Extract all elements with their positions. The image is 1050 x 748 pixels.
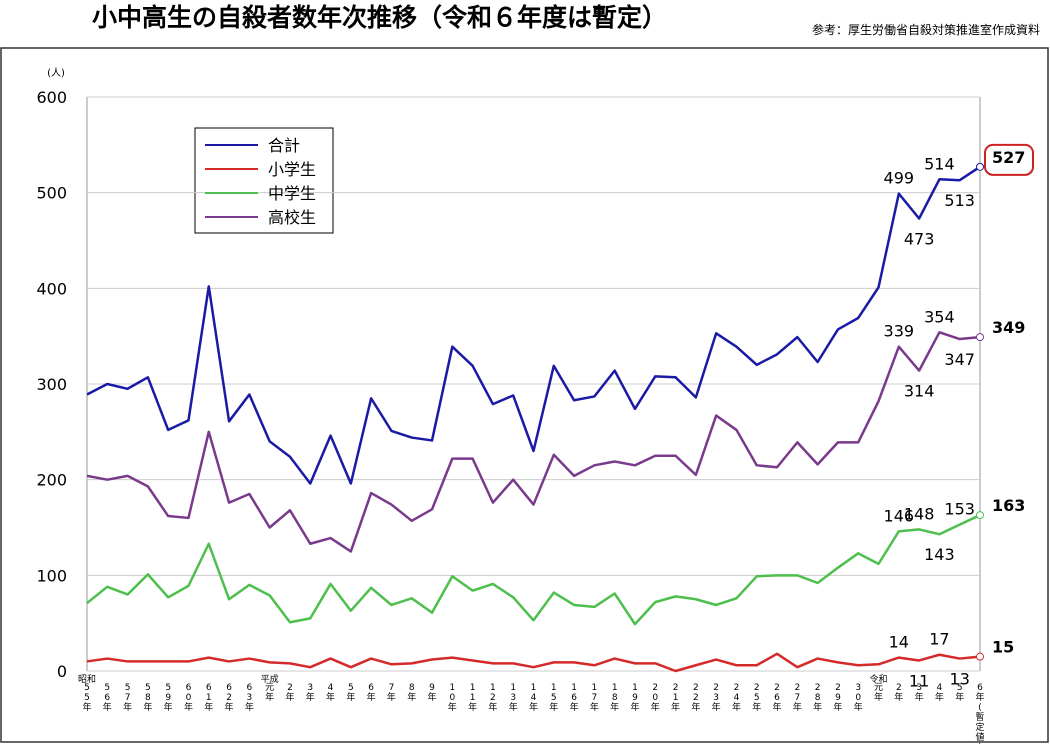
series-line [86, 331, 981, 553]
value-label: 146 [884, 506, 915, 525]
legend-label: 中学生 [268, 184, 316, 203]
value-label: 339 [884, 322, 915, 341]
value-label: 11 [909, 671, 929, 690]
chart-frame [0, 47, 1049, 743]
value-label: 314 [904, 382, 935, 401]
x-tick-label: 6年(暫定値) [975, 683, 984, 744]
y-tick-label: 600 [36, 88, 67, 107]
value-label: 347 [944, 350, 975, 369]
value-label: 148 [904, 504, 935, 523]
value-label-final: 349 [992, 318, 1025, 337]
value-label-final: 163 [992, 496, 1025, 515]
value-label-final: 15 [992, 638, 1014, 657]
chart-title: 小中高生の自殺者数年次推移（令和６年度は暫定） [92, 3, 667, 32]
end-marker [976, 162, 984, 171]
y-tick-label: 100 [36, 566, 67, 585]
value-label: 513 [944, 191, 975, 210]
value-label: 13 [950, 670, 970, 689]
x-tick-label: 元年 [874, 683, 883, 703]
legend-label: 小学生 [268, 160, 316, 179]
value-label: 354 [924, 307, 955, 326]
y-tick-label: 300 [36, 375, 67, 394]
era-label: 令和 [870, 673, 888, 685]
era-label: 平成 [261, 673, 279, 685]
value-label: 143 [924, 545, 955, 564]
y-tick-label: 200 [36, 471, 67, 490]
series-line [86, 652, 981, 673]
value-label-final: 527 [992, 148, 1025, 167]
value-label: 14 [889, 633, 909, 652]
y-tick-label: 500 [36, 184, 67, 203]
series-line [86, 165, 981, 485]
value-label: 473 [904, 229, 935, 248]
legend-label: 高校生 [268, 208, 316, 227]
value-label: 17 [929, 630, 949, 649]
value-label: 499 [884, 169, 915, 188]
source-note: 参考：厚生労働省自殺対策推進室作成資料 [812, 22, 1040, 37]
era-label: 昭和 [78, 674, 96, 685]
end-marker [976, 333, 984, 342]
y-tick-label: 0 [57, 662, 67, 681]
value-label: 514 [924, 154, 955, 173]
highlight-box [984, 143, 1034, 176]
end-marker [976, 652, 984, 661]
series-line [86, 513, 981, 626]
legend-label: 合計 [268, 136, 300, 155]
y-tick-label: 400 [36, 279, 67, 298]
x-tick-label: 元年 [265, 683, 274, 703]
y-unit: (人) [47, 67, 65, 79]
value-label: 153 [944, 500, 975, 519]
end-marker [976, 511, 984, 520]
